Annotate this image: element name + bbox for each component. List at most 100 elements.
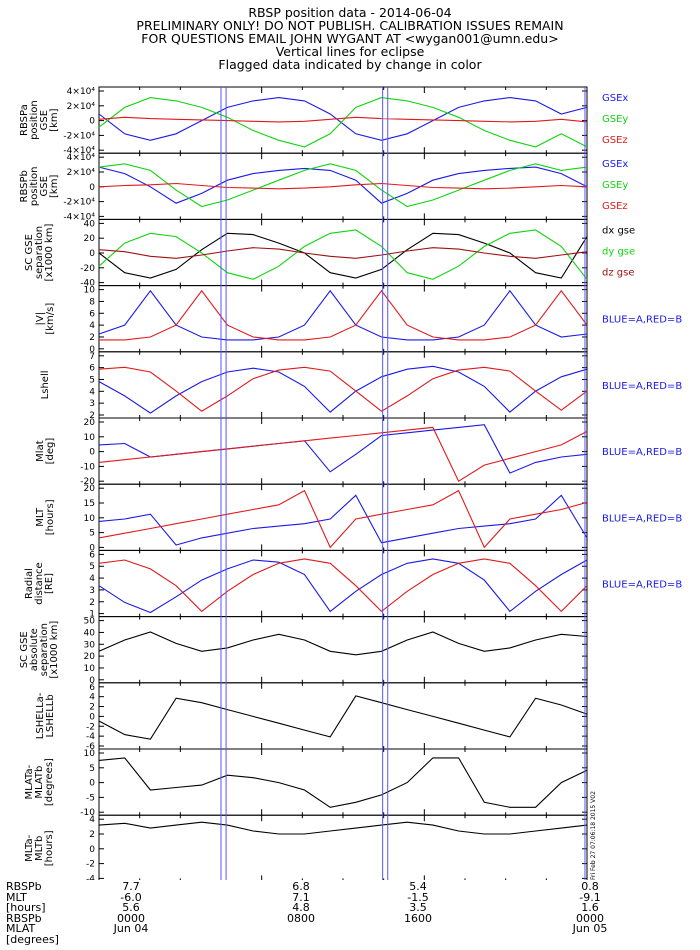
y-axis-label: MLTb [34, 836, 45, 861]
footer-value: 3.5 [409, 901, 427, 914]
series-line [98, 166, 588, 204]
y-axis-label: [RE] [44, 573, 55, 594]
y-axis-label: absolute [29, 628, 40, 671]
panel-frame [98, 814, 588, 880]
y-tick-label: 0 [89, 345, 95, 355]
y-axis-label: LSHELLa- [35, 692, 46, 739]
y-tick-label: 10 [84, 514, 96, 524]
footer-value: 7.7 [122, 880, 140, 893]
y-tick-label: 15 [84, 499, 95, 509]
y-tick-label: 0 [89, 448, 95, 458]
y-tick-label: 40 [84, 628, 96, 638]
y-axis-label: [x1000 km] [44, 223, 55, 281]
footer-value: -1.5 [407, 890, 429, 904]
series-line [98, 229, 588, 280]
y-tick-label: 4 [89, 387, 95, 397]
series-line [98, 558, 588, 614]
y-axis-label: [deg] [45, 438, 56, 465]
legend-entry: BLUE=A,RED=B [602, 381, 682, 392]
series-line [98, 631, 588, 656]
footer-label: MLT [6, 890, 27, 904]
panel-frame [98, 417, 588, 485]
footer-label: RBSPb [6, 880, 42, 893]
contact-line: FOR QUESTIONS EMAIL JOHN WYGANT AT <wyga… [141, 31, 559, 46]
y-tick-label: -6 [86, 742, 95, 752]
legend-entry: BLUE=A,RED=B [602, 447, 682, 458]
footer-value: Jun 05 [572, 922, 608, 935]
series-line [98, 821, 588, 835]
y-tick-label: 2 [89, 598, 95, 608]
footer-label: RBSPb [6, 911, 42, 925]
y-axis-label: Lshell [40, 370, 51, 399]
legend-entry: BLUE=A,RED=B [602, 513, 682, 524]
y-tick-label: 2×10⁴ [67, 102, 96, 112]
footer-axis: RBSPb 7.7 6.8 5.4 0.8 MLT -6.0 7.1 -1.5 … [0, 880, 700, 946]
y-tick-label: -40 [80, 279, 95, 289]
y-axis-label: RBSPb [19, 170, 30, 202]
y-tick-label: 10 [84, 664, 96, 674]
y-tick-label: 2 [89, 830, 95, 840]
legend-entry: GSEx [602, 93, 628, 104]
y-tick-label: 2 [89, 703, 95, 713]
legend-entry: GSEx [602, 159, 628, 170]
y-tick-label: 20 [84, 418, 96, 428]
series-line [98, 426, 588, 482]
y-axis-label: [km] [49, 108, 60, 131]
series-line [98, 424, 588, 474]
footer-row-3: [hours] 5.6 4.8 3.5 1.6 [0, 901, 700, 914]
y-axis-label: MLATb [34, 766, 45, 799]
y-tick-label: 0 [89, 249, 95, 259]
y-tick-label: 0 [89, 845, 95, 855]
footer-value: -6.0 [120, 890, 142, 904]
y-tick-label: 20 [84, 234, 96, 244]
footer-value: 7.1 [292, 890, 310, 904]
footer-value: 0000 [576, 911, 604, 925]
y-tick-label: 20 [84, 484, 96, 494]
series-line [98, 182, 588, 190]
y-tick-label: 10 [84, 286, 96, 296]
footer-value: 4.8 [292, 901, 310, 914]
y-tick-label: 6 [89, 683, 95, 693]
y-tick-label: 30 [84, 640, 96, 650]
footer-row-6: [degrees] [0, 934, 700, 946]
y-tick-label: -2 [86, 860, 95, 870]
y-axis-label: Radial [24, 568, 35, 599]
series-line [98, 695, 588, 740]
y-axis-label: LSHELLb [45, 694, 56, 737]
y-axis-label: [km/s] [45, 303, 56, 335]
y-tick-label: 5 [89, 764, 95, 774]
legend-entry: BLUE=A,RED=B [602, 315, 682, 326]
y-tick-label: -4 [86, 732, 95, 742]
y-tick-label: -20 [80, 477, 95, 487]
series-line [98, 489, 588, 549]
y-tick-label: 6 [89, 364, 95, 374]
y-tick-label: 0 [89, 183, 95, 193]
footer-label: MLAT [6, 922, 36, 935]
series-line [98, 232, 588, 279]
y-axis-label: GSE [39, 176, 50, 196]
eclipse-note: Vertical lines for eclipse [275, 44, 425, 59]
y-tick-label: 0 [89, 543, 95, 553]
y-tick-label: 0 [89, 676, 95, 686]
footer-value: 1.6 [581, 901, 599, 914]
chart-title: RBSP position data - 2014-06-04 [248, 5, 452, 20]
y-tick-label: 6 [89, 550, 95, 560]
y-axis-label: position [29, 100, 40, 140]
y-tick-label: 2 [89, 333, 95, 343]
footer-value: 6.8 [292, 880, 310, 893]
y-axis-label: GSE [39, 110, 50, 130]
footer-value: 0.8 [581, 880, 599, 893]
y-tick-label: 5 [89, 529, 95, 539]
y-tick-label: 10 [84, 433, 96, 443]
y-axis-label: MLT [35, 507, 46, 527]
footer-row-4: RBSPb 0000 0800 1600 0000 [0, 911, 700, 925]
y-tick-label: 0 [89, 712, 95, 722]
footer-value: Jun 04 [113, 922, 149, 935]
footer-row-2: MLT -6.0 7.1 -1.5 -9.1 [0, 890, 700, 904]
y-tick-label: 7 [89, 352, 95, 362]
y-tick-label: 4 [89, 693, 95, 703]
y-axis-label: Mlat [35, 440, 46, 462]
series-line [98, 365, 588, 414]
series-line [98, 558, 588, 613]
footer-value: 5.4 [409, 880, 427, 893]
